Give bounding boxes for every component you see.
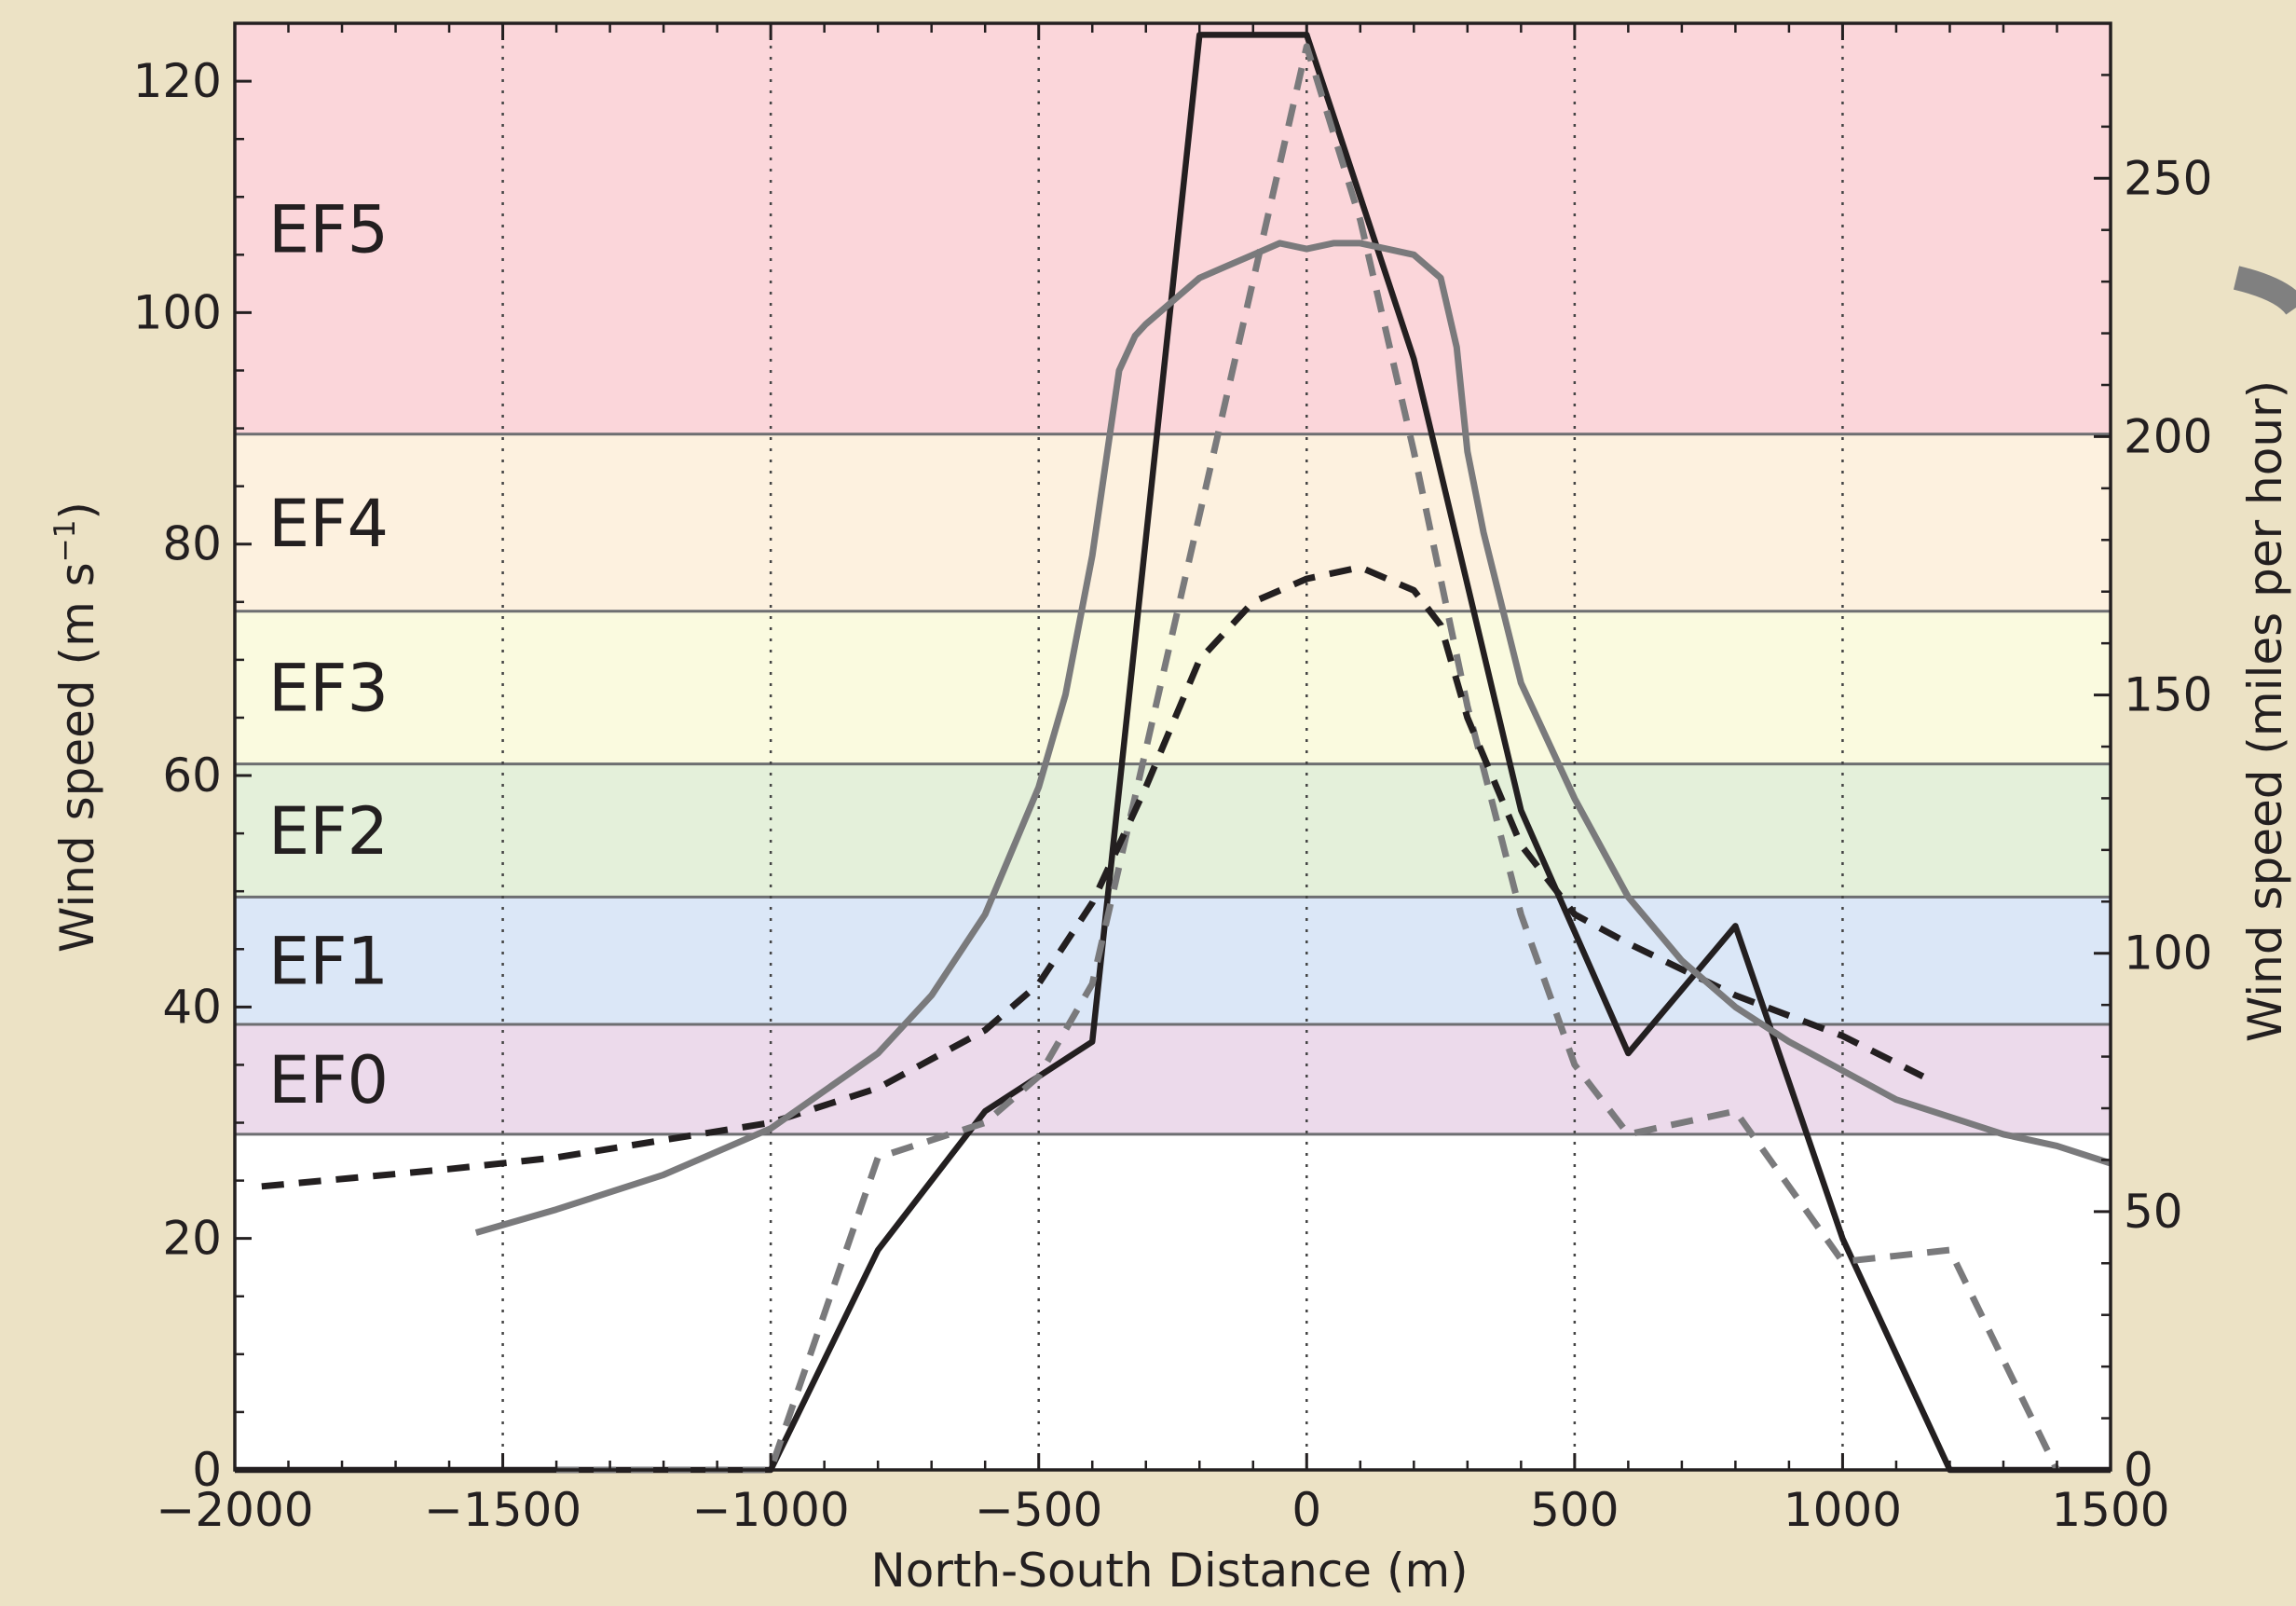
y2-axis-label: Wind speed (miles per hour)	[2238, 380, 2292, 1042]
y-tick-label: 60	[162, 748, 222, 803]
y2-tick-label: 0	[2124, 1443, 2153, 1497]
x-tick-label: 500	[1530, 1483, 1619, 1537]
y-axis-ticks: 0 20 40 60 80 100 120	[133, 21, 252, 1497]
band-label-ef3: EF3	[268, 651, 389, 727]
band-ef5	[235, 23, 2111, 434]
band-ef0	[235, 1023, 2111, 1134]
y2-tick-label: 250	[2124, 151, 2212, 205]
ef-band-labels: EF0 EF1 EF2 EF3 EF4 EF5	[268, 191, 389, 1119]
series-line-solid-black	[235, 32, 2111, 1474]
x-axis-ticks: −2000 −1500 −1000 −500 0 500 1000 1500	[156, 23, 2170, 1537]
edge-arc-decoration	[2233, 266, 2296, 316]
x-tick-label: −1000	[692, 1483, 850, 1537]
band-label-ef1: EF1	[268, 924, 389, 1000]
x-tick-label: −2000	[156, 1483, 313, 1537]
x-axis-label: North-South Distance (m)	[870, 1544, 1468, 1598]
x-tick-label: 1000	[1784, 1483, 1902, 1537]
y2-tick-label: 100	[2124, 927, 2212, 981]
y2-tick-label: 50	[2124, 1185, 2183, 1239]
band-ef4	[235, 433, 2111, 611]
x-tick-label: −500	[975, 1483, 1102, 1537]
x-tick-label: −1500	[424, 1483, 581, 1537]
x-tick-label: 1500	[2051, 1483, 2169, 1537]
y2-tick-label: 200	[2124, 409, 2212, 463]
y-tick-label: 120	[133, 54, 222, 108]
x-tick-label: 0	[1292, 1483, 1321, 1537]
y-tick-label: 20	[162, 1212, 222, 1266]
y-axis-label: Wind speed (m s−1)	[48, 501, 104, 953]
series-line-solid-gray	[474, 240, 2112, 1236]
y-axis-label-superscript: −1	[48, 520, 82, 563]
ef-bands	[235, 23, 2111, 1134]
series-line-dashed-gray	[556, 43, 2060, 1474]
series-lines	[235, 32, 2112, 1474]
y2-tick-label: 150	[2124, 668, 2212, 722]
y-axis-label-close: )	[50, 501, 104, 520]
band-label-ef2: EF2	[268, 793, 389, 870]
y2-axis-ticks: 0 50 100 150 200 250	[2094, 21, 2212, 1497]
band-ef3	[235, 611, 2111, 764]
y-tick-label: 0	[192, 1443, 222, 1497]
band-ef2	[235, 763, 2111, 898]
y-tick-label: 40	[162, 980, 222, 1034]
band-label-ef4: EF4	[268, 486, 389, 562]
band-label-ef0: EF0	[268, 1042, 389, 1119]
y-tick-label: 80	[162, 517, 222, 571]
y-tick-label: 100	[133, 285, 222, 339]
band-label-ef5: EF5	[268, 191, 389, 268]
band-ef1	[235, 897, 2111, 1024]
ef-band-boundaries	[235, 432, 2111, 1136]
